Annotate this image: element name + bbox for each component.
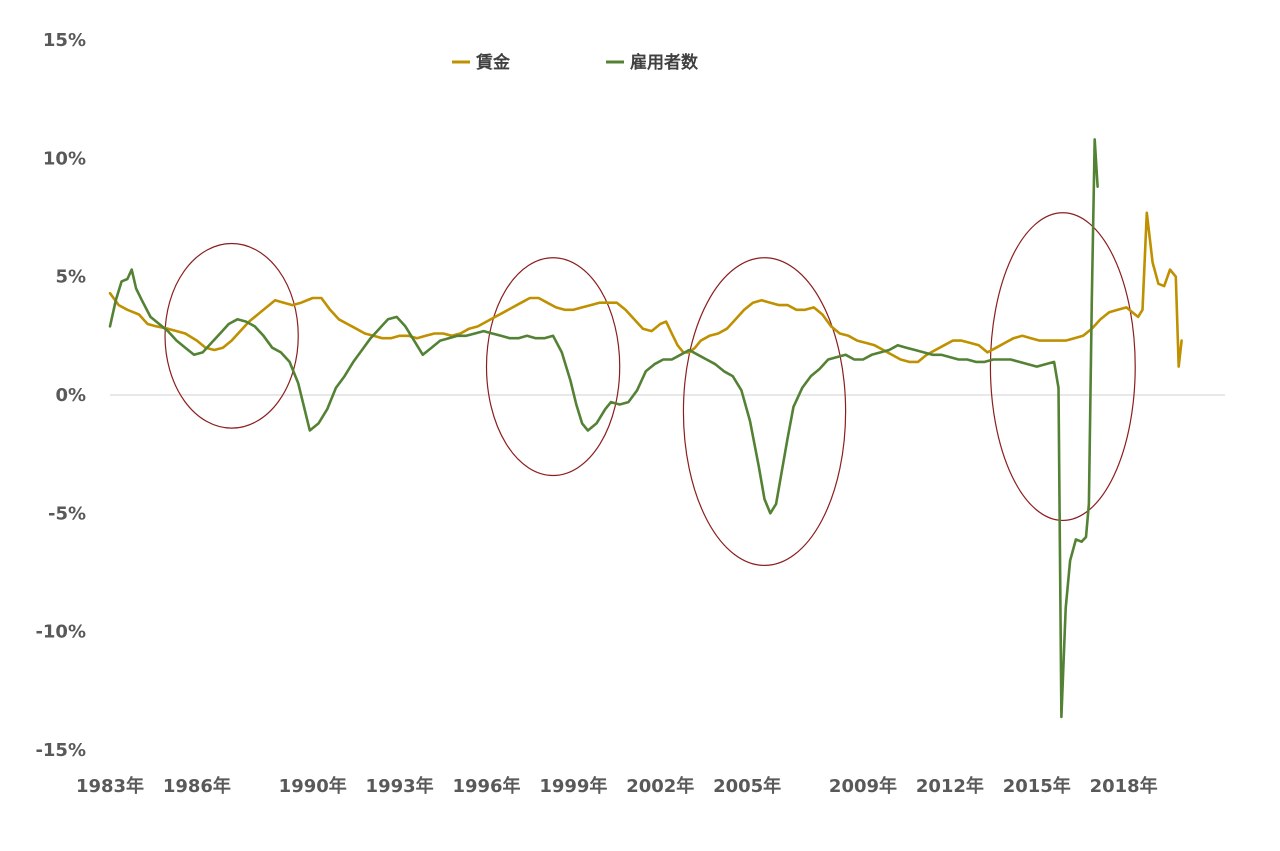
y-tick-label: 0% bbox=[55, 385, 86, 406]
highlight-ellipses bbox=[164, 212, 1136, 566]
highlight-ellipse bbox=[989, 212, 1136, 522]
series-line-employees bbox=[108, 138, 1099, 719]
legend: 賃金 雇用者数 bbox=[452, 52, 699, 73]
y-tick-label: -15% bbox=[35, 740, 86, 761]
series-line-wage bbox=[108, 211, 1183, 368]
x-tick-label: 2012年 bbox=[916, 775, 984, 797]
y-tick-label: -5% bbox=[48, 503, 86, 524]
y-axis-ticks: 15% 10% 5% 0% -5% -10% -15% bbox=[35, 30, 86, 761]
x-tick-label: 2005年 bbox=[713, 775, 781, 797]
y-tick-label: 5% bbox=[55, 267, 86, 288]
x-tick-label: 2009年 bbox=[829, 775, 897, 797]
series-lines bbox=[108, 138, 1183, 719]
highlight-ellipse bbox=[485, 257, 621, 477]
x-tick-label: 1993年 bbox=[366, 775, 434, 797]
y-tick-label: 10% bbox=[43, 148, 86, 169]
y-tick-label: 15% bbox=[43, 30, 86, 51]
x-tick-label: 1996年 bbox=[452, 775, 520, 797]
x-axis-ticks: 1983年 1986年 1990年 1993年 1996年 1999年 2002年 2005年… bbox=[76, 775, 1158, 797]
x-tick-label: 1990年 bbox=[279, 775, 347, 797]
x-tick-label: 1986年 bbox=[163, 775, 231, 797]
y-tick-label: -10% bbox=[35, 622, 86, 643]
legend-label-wage: 賃金 bbox=[475, 52, 511, 73]
legend-label-employees: 雇用者数 bbox=[630, 52, 699, 73]
x-tick-label: 1983年 bbox=[76, 775, 144, 797]
x-tick-label: 2018年 bbox=[1090, 775, 1158, 797]
x-tick-label: 1999年 bbox=[539, 775, 607, 797]
x-tick-label: 2002年 bbox=[626, 775, 694, 797]
highlight-ellipse bbox=[164, 242, 299, 429]
highlight-ellipse bbox=[682, 257, 847, 566]
x-tick-label: 2015年 bbox=[1003, 775, 1071, 797]
